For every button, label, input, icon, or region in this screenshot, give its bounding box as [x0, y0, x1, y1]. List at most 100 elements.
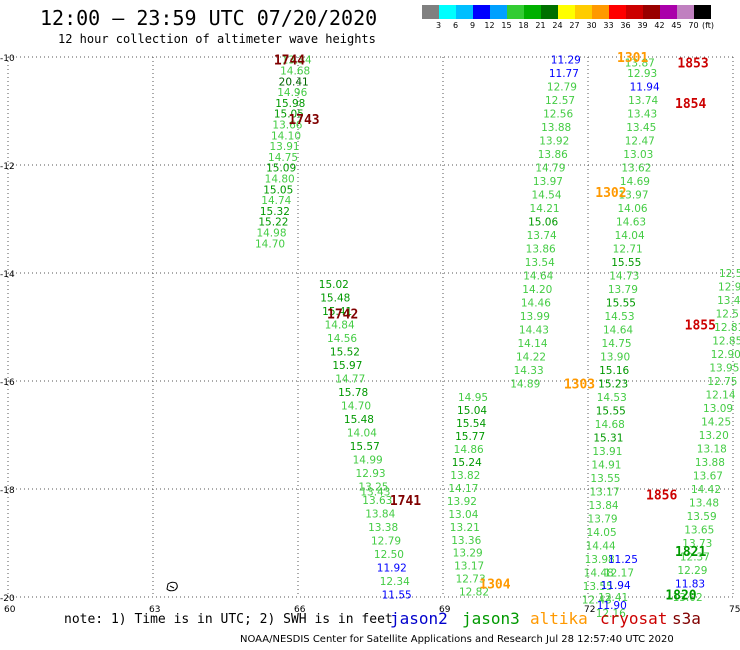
wave-height-value: 15.48 — [320, 292, 350, 304]
pass-number-label: 1743 — [288, 113, 319, 128]
scale-label: 15 — [501, 21, 512, 30]
wave-height-value: 11.77 — [549, 68, 579, 80]
wave-height-value: 11.29 — [551, 55, 581, 67]
legend-cryosat: cryosat — [600, 609, 668, 628]
x-tick-label: 63 — [149, 605, 160, 615]
scale-label: 39 — [637, 21, 648, 30]
pass-number-label: 1741 — [390, 494, 421, 509]
wave-height-value: 13.99 — [520, 311, 550, 323]
island-outline — [166, 581, 178, 592]
pass-number-label: 1303 — [564, 378, 595, 393]
y-tick-label: -14 — [0, 270, 15, 280]
wave-height-value: 13.04 — [448, 509, 478, 521]
scale-label: 30 — [586, 21, 597, 30]
wave-height-value: 13.34 — [282, 55, 312, 67]
wave-height-value: 13.92 — [447, 496, 477, 508]
color-scale-bar — [422, 5, 711, 19]
wave-height-value: 14.74 — [261, 195, 291, 207]
wave-height-value: 13.40 — [717, 295, 740, 307]
page-subtitle: 12 hour collection of altimeter wave hei… — [58, 32, 376, 46]
y-tick-label: -10 — [0, 54, 15, 64]
scale-label: 45 — [671, 21, 682, 30]
scale-unit: (ft) — [702, 21, 715, 30]
wave-height-value: 15.23 — [598, 379, 628, 391]
wave-height-value: 12.81 — [714, 322, 740, 334]
wave-height-value: 13.91 — [592, 446, 622, 458]
wave-height-value: 15.48 — [344, 414, 374, 426]
wave-height-value: 13.55 — [590, 473, 620, 485]
wave-height-value: 15.04 — [457, 405, 487, 417]
wave-height-value: 13.88 — [541, 122, 571, 134]
scale-label: 70 — [688, 21, 699, 30]
grid-lines — [7, 56, 734, 598]
wave-height-value: 14.91 — [591, 460, 621, 472]
wave-height-value: 13.09 — [703, 403, 733, 415]
pass-number-label: 1856 — [646, 488, 677, 503]
wave-height-value: 11.94 — [601, 580, 631, 592]
axis-labels: 60 63 66 69 72 75 -10 -12 -14 -16 -18 -20 — [0, 54, 740, 615]
scale-swatch — [677, 5, 694, 19]
wave-height-value: 13.79 — [588, 514, 618, 526]
wave-height-value: 14.98 — [256, 228, 286, 240]
pass-number-label: 1302 — [595, 186, 626, 201]
scale-label: 6 — [452, 21, 459, 30]
color-scale-labels: 3 6 9 12 15 18 21 24 27 30 33 36 39 42 45 70 (ft) — [422, 21, 722, 30]
wave-height-value: 15.77 — [455, 431, 485, 443]
wave-height-value: 14.80 — [265, 174, 295, 186]
wave-height-value: 13.67 — [693, 471, 723, 483]
wave-height-value: 13.97 — [618, 190, 648, 202]
wave-height-value: 13.82 — [450, 470, 480, 482]
wave-height-value: 14.20 — [522, 284, 552, 296]
wave-height-value: 13.17 — [454, 561, 484, 573]
wave-height-value: 14.68 — [280, 66, 310, 78]
wave-height-value: 15.57 — [350, 441, 380, 453]
scale-label: 36 — [620, 21, 631, 30]
wave-height-value: 15.55 — [611, 257, 641, 269]
wave-height-value: 12.75 — [707, 376, 737, 388]
wave-height-value: 15.02 — [319, 279, 349, 291]
wave-height-value: 13.43 — [360, 487, 390, 499]
wave-height-value: 13.87 — [625, 57, 655, 69]
wave-height-value: 13.84 — [589, 500, 619, 512]
wave-height-value: 12.56 — [543, 109, 573, 121]
scale-label: 9 — [469, 21, 476, 30]
wave-height-value: 14.48 — [584, 568, 614, 580]
x-tick-label: 60 — [4, 605, 16, 615]
wave-height-value: 12.29 — [677, 565, 707, 577]
wave-height-value: 15.31 — [593, 433, 623, 445]
scale-swatch — [660, 5, 677, 19]
wave-height-value: 11.83 — [675, 579, 705, 591]
wave-height-value: 14.10 — [271, 130, 301, 142]
scale-swatch — [592, 5, 609, 19]
wave-height-value: 11.25 — [608, 554, 638, 566]
wave-height-value: 13.74 — [628, 95, 658, 107]
wave-height-value: 12.90 — [711, 349, 740, 361]
wave-height-value: 14.86 — [454, 444, 484, 456]
wave-height-value: 14.70 — [255, 238, 285, 250]
scale-swatch — [541, 5, 558, 19]
wave-height-value: 14.43 — [519, 325, 549, 337]
page-title: 12:00 – 23:59 UTC 07/20/2020 — [40, 6, 378, 30]
wave-height-value: 12.93 — [627, 68, 657, 80]
wave-height-value: 15.22 — [258, 217, 288, 229]
pass-number-label: 1744 — [274, 54, 305, 69]
wave-height-value: 12.50 — [374, 549, 404, 561]
wave-height-value: 12.79 — [547, 82, 577, 94]
note-text: note: 1) Time is in UTC; 2) SWH is in fe… — [64, 612, 393, 627]
wave-height-value: 14.14 — [517, 338, 547, 350]
scale-swatch — [422, 5, 439, 19]
wave-height-value: 13.65 — [684, 525, 714, 537]
wave-height-value: 13.48 — [689, 498, 719, 510]
wave-height-value: 14.42 — [691, 484, 721, 496]
scale-label: 27 — [569, 21, 580, 30]
wave-height-value: 13.62 — [621, 163, 651, 175]
wave-height-value: 12.41 — [598, 592, 628, 604]
wave-height-value: 11.55 — [382, 589, 412, 601]
wave-height-value: 13.79 — [608, 284, 638, 296]
y-tick-label: -16 — [0, 378, 15, 388]
wave-height-value: 12.34 — [380, 576, 410, 588]
legend-jason2: jason2 — [390, 609, 448, 628]
wave-height-value: 13.84 — [365, 508, 395, 520]
legend-s3a: s3a — [672, 609, 701, 628]
scale-swatch — [473, 5, 490, 19]
